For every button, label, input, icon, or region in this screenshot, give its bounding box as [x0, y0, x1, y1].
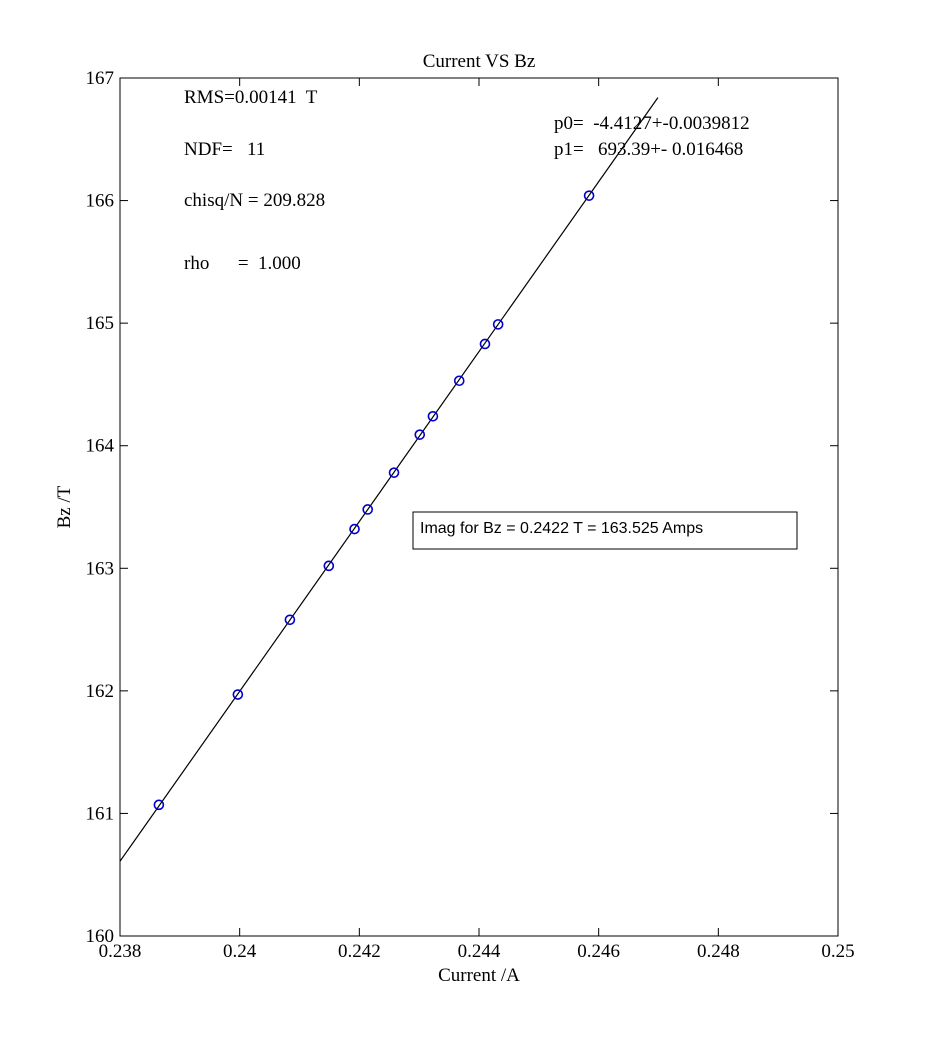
data-point	[427, 410, 439, 422]
x-tick-label: 0.25	[821, 941, 854, 962]
data-point	[492, 319, 504, 330]
data-point	[153, 799, 165, 811]
annotation-p0: p0= -4.4127+-0.0039812	[554, 113, 750, 134]
annotation-ndf: NDF= 11	[184, 139, 265, 160]
y-tick-label: 160	[86, 926, 115, 947]
data-point	[349, 523, 360, 535]
data-point	[583, 190, 595, 201]
data-point	[414, 429, 426, 440]
data-point	[479, 338, 491, 350]
x-tick-label: 0.238	[99, 941, 142, 962]
result-box-label: Imag for Bz = 0.2422 T = 163.525 Amps	[420, 520, 703, 537]
x-tick-label: 0.246	[577, 941, 620, 962]
x-tick-label: 0.244	[458, 941, 501, 962]
annotation-rms: RMS=0.00141 T	[184, 87, 318, 108]
y-tick-label: 165	[86, 313, 115, 334]
fit-line	[119, 97, 659, 862]
chart-title: Current VS Bz	[423, 51, 536, 72]
y-tick-label: 162	[86, 681, 115, 702]
annotation-p1: p1= 693.39+- 0.016468	[554, 139, 743, 160]
x-tick-label: 0.248	[697, 941, 740, 962]
y-tick-label: 167	[86, 68, 115, 89]
y-tick-label: 166	[86, 191, 115, 212]
y-tick-label: 163	[86, 558, 115, 579]
y-tick-label: 164	[86, 436, 115, 457]
x-axis-label: Current /A	[438, 965, 520, 986]
data-point	[388, 467, 400, 478]
data-point	[232, 689, 244, 700]
x-tick-label: 0.24	[223, 941, 257, 962]
data-point	[362, 504, 374, 515]
x-tick-label: 0.242	[338, 941, 381, 962]
annotation-rho: rho = 1.000	[184, 253, 301, 274]
y-axis: 160 161 162 163 164 165 166 167	[86, 68, 838, 947]
y-tick-label: 161	[86, 803, 115, 824]
annotation-chisq: chisq/N = 209.828	[184, 190, 325, 211]
x-axis: 0.238 0.24 0.242 0.244 0.246 0.248 0.25	[99, 78, 855, 962]
data-point	[284, 614, 296, 626]
data-point	[323, 560, 335, 572]
y-axis-label: Bz /T	[54, 485, 75, 528]
plot-area	[119, 77, 839, 937]
data-points	[153, 190, 595, 811]
result-box	[412, 511, 798, 550]
data-point	[453, 375, 465, 387]
